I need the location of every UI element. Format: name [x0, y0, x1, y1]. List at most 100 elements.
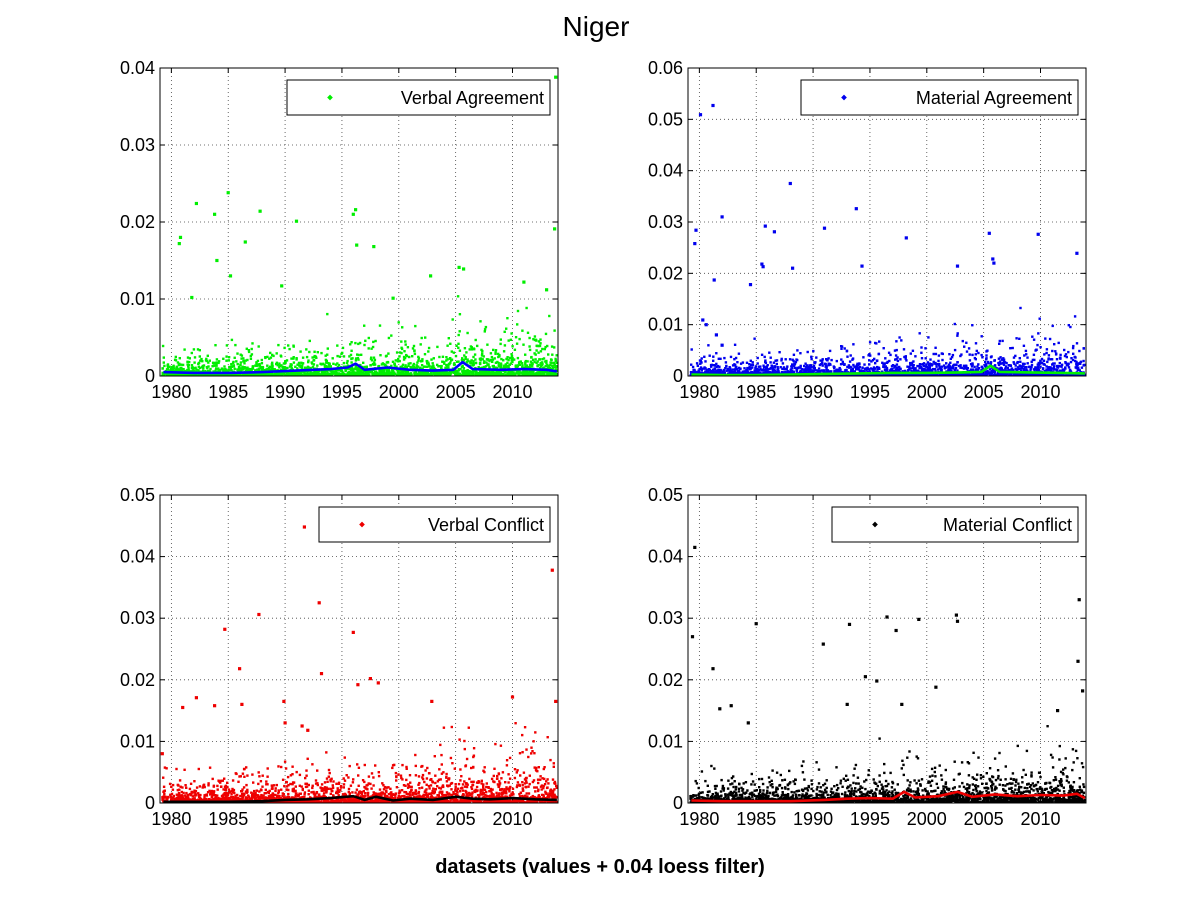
data-point: [256, 364, 259, 367]
data-point: [449, 374, 452, 376]
data-point: [229, 367, 232, 371]
data-point: [1005, 361, 1008, 365]
data-point: [533, 335, 537, 338]
data-point: [748, 365, 751, 369]
data-point: [903, 369, 907, 373]
data-point: [836, 370, 840, 373]
data-point: [409, 362, 412, 365]
data-point: [928, 367, 932, 370]
data-point: [1063, 354, 1067, 358]
data-point: [401, 365, 404, 368]
data-point: [260, 362, 264, 365]
data-point: [712, 364, 716, 367]
data-point: [249, 354, 252, 358]
data-point: [398, 355, 401, 358]
data-point: [525, 365, 528, 369]
data-point: [840, 347, 843, 350]
data-point: [528, 348, 532, 352]
figure-title: Niger: [563, 11, 630, 42]
data-point: [699, 362, 702, 365]
data-point: [835, 359, 838, 363]
data-point: [1024, 369, 1028, 372]
data-point: [302, 374, 305, 376]
data-point: [404, 364, 407, 367]
data-point: [271, 361, 274, 364]
data-point: [551, 364, 554, 367]
data-point: [876, 368, 879, 371]
data-point: [474, 358, 477, 361]
data-point: [1011, 346, 1014, 350]
data-point: [931, 367, 935, 371]
data-point: [703, 355, 706, 358]
data-point: [405, 366, 408, 369]
data-point: [516, 309, 520, 313]
data-point: [1075, 366, 1078, 370]
data-point: [350, 361, 353, 364]
data-point: [548, 366, 552, 370]
data-point: [1040, 357, 1044, 361]
data-point: [308, 339, 311, 343]
data-point: [794, 360, 798, 364]
data-point: [817, 367, 821, 370]
data-point: [971, 362, 974, 365]
data-point: [387, 374, 390, 376]
data-point: [299, 350, 302, 353]
data-point: [911, 366, 914, 369]
data-point: [272, 354, 275, 358]
data-point: [386, 368, 389, 371]
figure-xlabel: datasets (values + 0.04 loess filter): [435, 856, 765, 878]
data-point: [232, 364, 235, 367]
data-point: [462, 374, 466, 376]
data-point: [466, 358, 469, 361]
data-point: [284, 361, 287, 365]
data-point: [378, 369, 381, 372]
data-point: [374, 339, 377, 343]
data-point: [1076, 363, 1079, 366]
data-point: [542, 357, 546, 360]
data-point: [856, 362, 859, 365]
data-point: [177, 363, 180, 367]
data-point: [811, 369, 814, 372]
data-point: [292, 361, 296, 364]
data-point: [522, 369, 525, 373]
data-point: [821, 359, 824, 362]
data-point: [354, 357, 358, 360]
data-point: [278, 364, 282, 367]
data-point: [268, 368, 271, 372]
data-point: [702, 367, 705, 370]
data-point: [491, 360, 494, 363]
data-point: [765, 365, 768, 368]
data-point: [185, 373, 188, 376]
data-point: [334, 369, 338, 373]
data-point: [511, 345, 514, 348]
y-tick-label: 0.06: [648, 58, 683, 78]
data-point: [973, 372, 976, 375]
data-point: [357, 358, 360, 361]
data-point: [307, 360, 310, 364]
data-point: [178, 368, 181, 371]
data-point: [202, 366, 205, 370]
data-point: [393, 372, 397, 376]
data-point: [973, 365, 976, 369]
data-point: [281, 365, 284, 368]
data-point: [825, 366, 828, 370]
data-point: [184, 369, 187, 373]
data-point: [191, 366, 194, 369]
data-point: [762, 366, 766, 369]
data-point: [1039, 362, 1042, 365]
data-point: [796, 366, 800, 370]
data-point: [440, 366, 443, 369]
data-point: [736, 361, 739, 364]
data-point: [196, 348, 200, 351]
data-point: [1001, 339, 1004, 343]
data-point: [450, 350, 453, 353]
data-point: [973, 374, 977, 376]
data-point: [400, 351, 403, 355]
data-point: [545, 361, 548, 365]
data-point: [215, 364, 218, 367]
data-point: [871, 369, 874, 372]
data-point: [481, 352, 484, 355]
data-point: [827, 357, 830, 360]
data-point: [264, 374, 268, 376]
data-point: [326, 370, 329, 373]
